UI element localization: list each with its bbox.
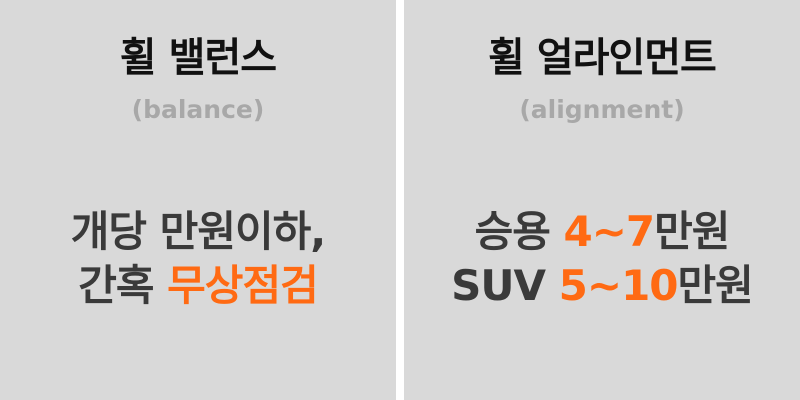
panel-subtitle: (balance) [131, 95, 265, 124]
wheel-balance-panel: 휠 밸런스 (balance) 개당 만원이하, 간혹 무상점검 [0, 0, 396, 400]
price-description: 개당 만원이하, 간혹 무상점검 [0, 205, 396, 313]
price-line-2: SUV 5~10만원 [404, 259, 800, 313]
highlight-text: 무상점검 [167, 261, 319, 310]
wheel-alignment-panel: 휠 얼라인먼트 (alignment) 승용 4~7만원 SUV 5~10만원 [404, 0, 800, 400]
panel-subtitle: (alignment) [519, 95, 685, 124]
price-line-1: 개당 만원이하, [70, 207, 326, 256]
price-unit: 만원 [654, 207, 730, 256]
vehicle-type: SUV [451, 261, 559, 310]
price-range: 4~7 [563, 207, 655, 256]
price-range: 5~10 [558, 261, 679, 310]
price-unit: 만원 [677, 261, 754, 310]
panel-title: 휠 얼라인먼트 [488, 35, 717, 81]
vehicle-type: 승용 [474, 207, 564, 256]
price-line-2: 간혹 무상점검 [0, 259, 396, 313]
price-description: 승용 4~7만원 SUV 5~10만원 [404, 205, 800, 313]
price-line-2-prefix: 간혹 [78, 261, 168, 310]
panel-title: 휠 밸런스 [119, 35, 277, 81]
price-line-1: 승용 4~7만원 [404, 205, 800, 259]
